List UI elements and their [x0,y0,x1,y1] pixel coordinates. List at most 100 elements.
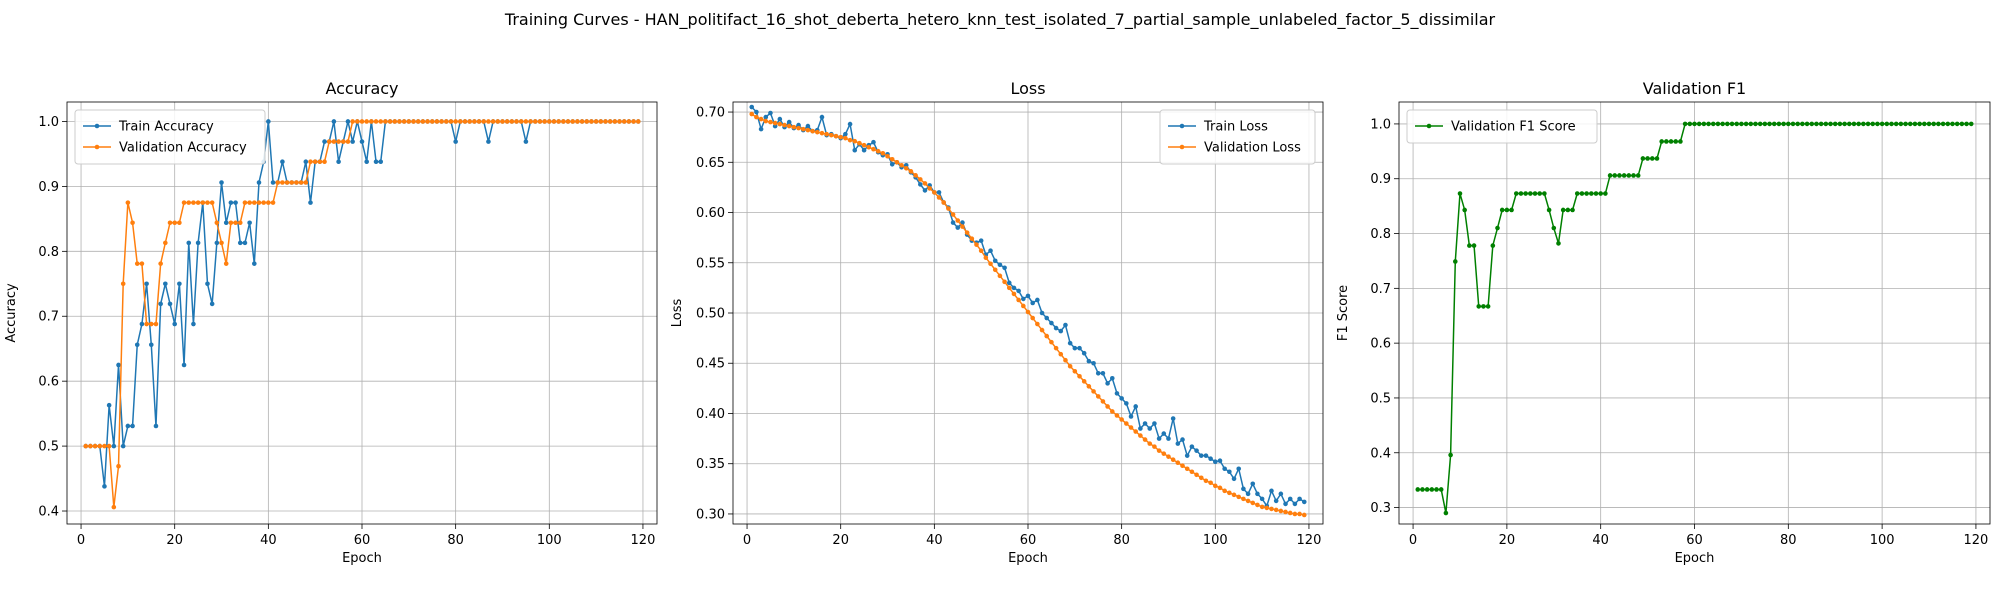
data-point [261,200,266,205]
data-point [144,321,149,327]
data-point [1654,156,1660,161]
axes-frame [1398,101,1991,525]
data-point [1273,498,1279,504]
data-point [509,119,515,124]
y-tick-label: 0.6 [38,375,59,390]
data-point [1283,501,1288,507]
data-point [932,190,937,195]
data-point [1063,357,1068,363]
data-point [1950,121,1955,127]
legend-label: Validation Loss [1204,141,1301,156]
data-point [983,255,989,261]
data-point [83,443,89,449]
data-point [1579,191,1585,196]
x-tick-label: 80 [1113,533,1130,548]
data-point [1434,487,1439,492]
data-point [885,153,890,159]
data-point [1175,441,1181,446]
data-point [997,273,1003,279]
data-point [153,321,159,327]
data-point [1645,156,1650,161]
data-point [621,119,627,124]
data-point [570,119,576,124]
data-point [871,139,876,145]
data-point [1184,466,1190,472]
data-point [1476,304,1482,309]
data-point [1227,469,1232,475]
data-point [1565,207,1571,213]
data-point [1907,121,1913,127]
data-point [125,200,131,205]
data-point [401,119,407,124]
data-point [1292,501,1298,507]
data-point [1790,121,1796,127]
data-point [130,220,135,226]
y-tick-label: 0.3 [1370,501,1391,516]
data-point [1823,121,1829,127]
data-point [1241,496,1246,502]
panel-title: Validation F1 [1643,79,1746,98]
data-point [1546,207,1552,213]
data-point [1832,121,1838,127]
data-point [1180,437,1185,442]
data-point [102,443,107,449]
data-point [490,119,496,124]
legend-box [1159,109,1316,165]
data-point [1856,121,1861,127]
data-point [1124,401,1129,406]
x-tick-label: 80 [1780,533,1797,548]
data-point [1278,491,1284,497]
data-point [964,230,970,235]
data-point [1198,453,1204,458]
data-point [266,200,271,205]
y-tick-label: 0.4 [38,505,59,520]
data-point [1203,478,1209,484]
data-point [1893,121,1899,127]
data-point [988,261,993,267]
data-point [532,119,538,124]
data-point [200,200,206,205]
data-point [500,119,505,124]
data-point [754,114,759,120]
data-point [1166,436,1171,441]
data-point [102,484,107,489]
data-point [209,301,215,307]
y-tick-label: 0.30 [696,507,725,522]
data-point [1659,139,1664,144]
data-point [233,220,238,226]
data-point [458,119,463,124]
data-point [1528,191,1533,196]
data-point [1429,487,1435,492]
data-point [838,134,843,140]
data-point [908,169,914,174]
data-point [899,163,904,168]
data-point [219,240,224,246]
data-point [373,119,379,124]
data-point [280,180,285,185]
data-point [1194,472,1199,478]
data-point [195,200,201,205]
chart-panel-1: 0 20 40 60 80 100 120 0.4 0.5 0.6 0.7 0.8 0.9 1.0 Accu… [4,79,658,566]
data-point [843,135,848,141]
data-point [167,301,173,307]
data-point [1049,339,1054,345]
data-point [819,114,825,120]
data-point [814,129,820,135]
panel-title: Loss [1010,79,1045,98]
data-point [1828,121,1833,127]
data-point [997,262,1003,268]
data-point [420,119,426,124]
data-point [1842,121,1847,127]
data-point [120,443,126,449]
data-point [1640,156,1646,161]
data-point [1222,488,1227,494]
data-point [247,220,252,226]
data-point [252,200,257,205]
data-point [1861,121,1866,127]
data-point [777,121,783,127]
data-point [1086,358,1092,364]
data-point [223,261,229,266]
x-tick-label: 120 [1964,533,1989,548]
data-point [364,119,369,124]
data-point [1903,121,1908,127]
